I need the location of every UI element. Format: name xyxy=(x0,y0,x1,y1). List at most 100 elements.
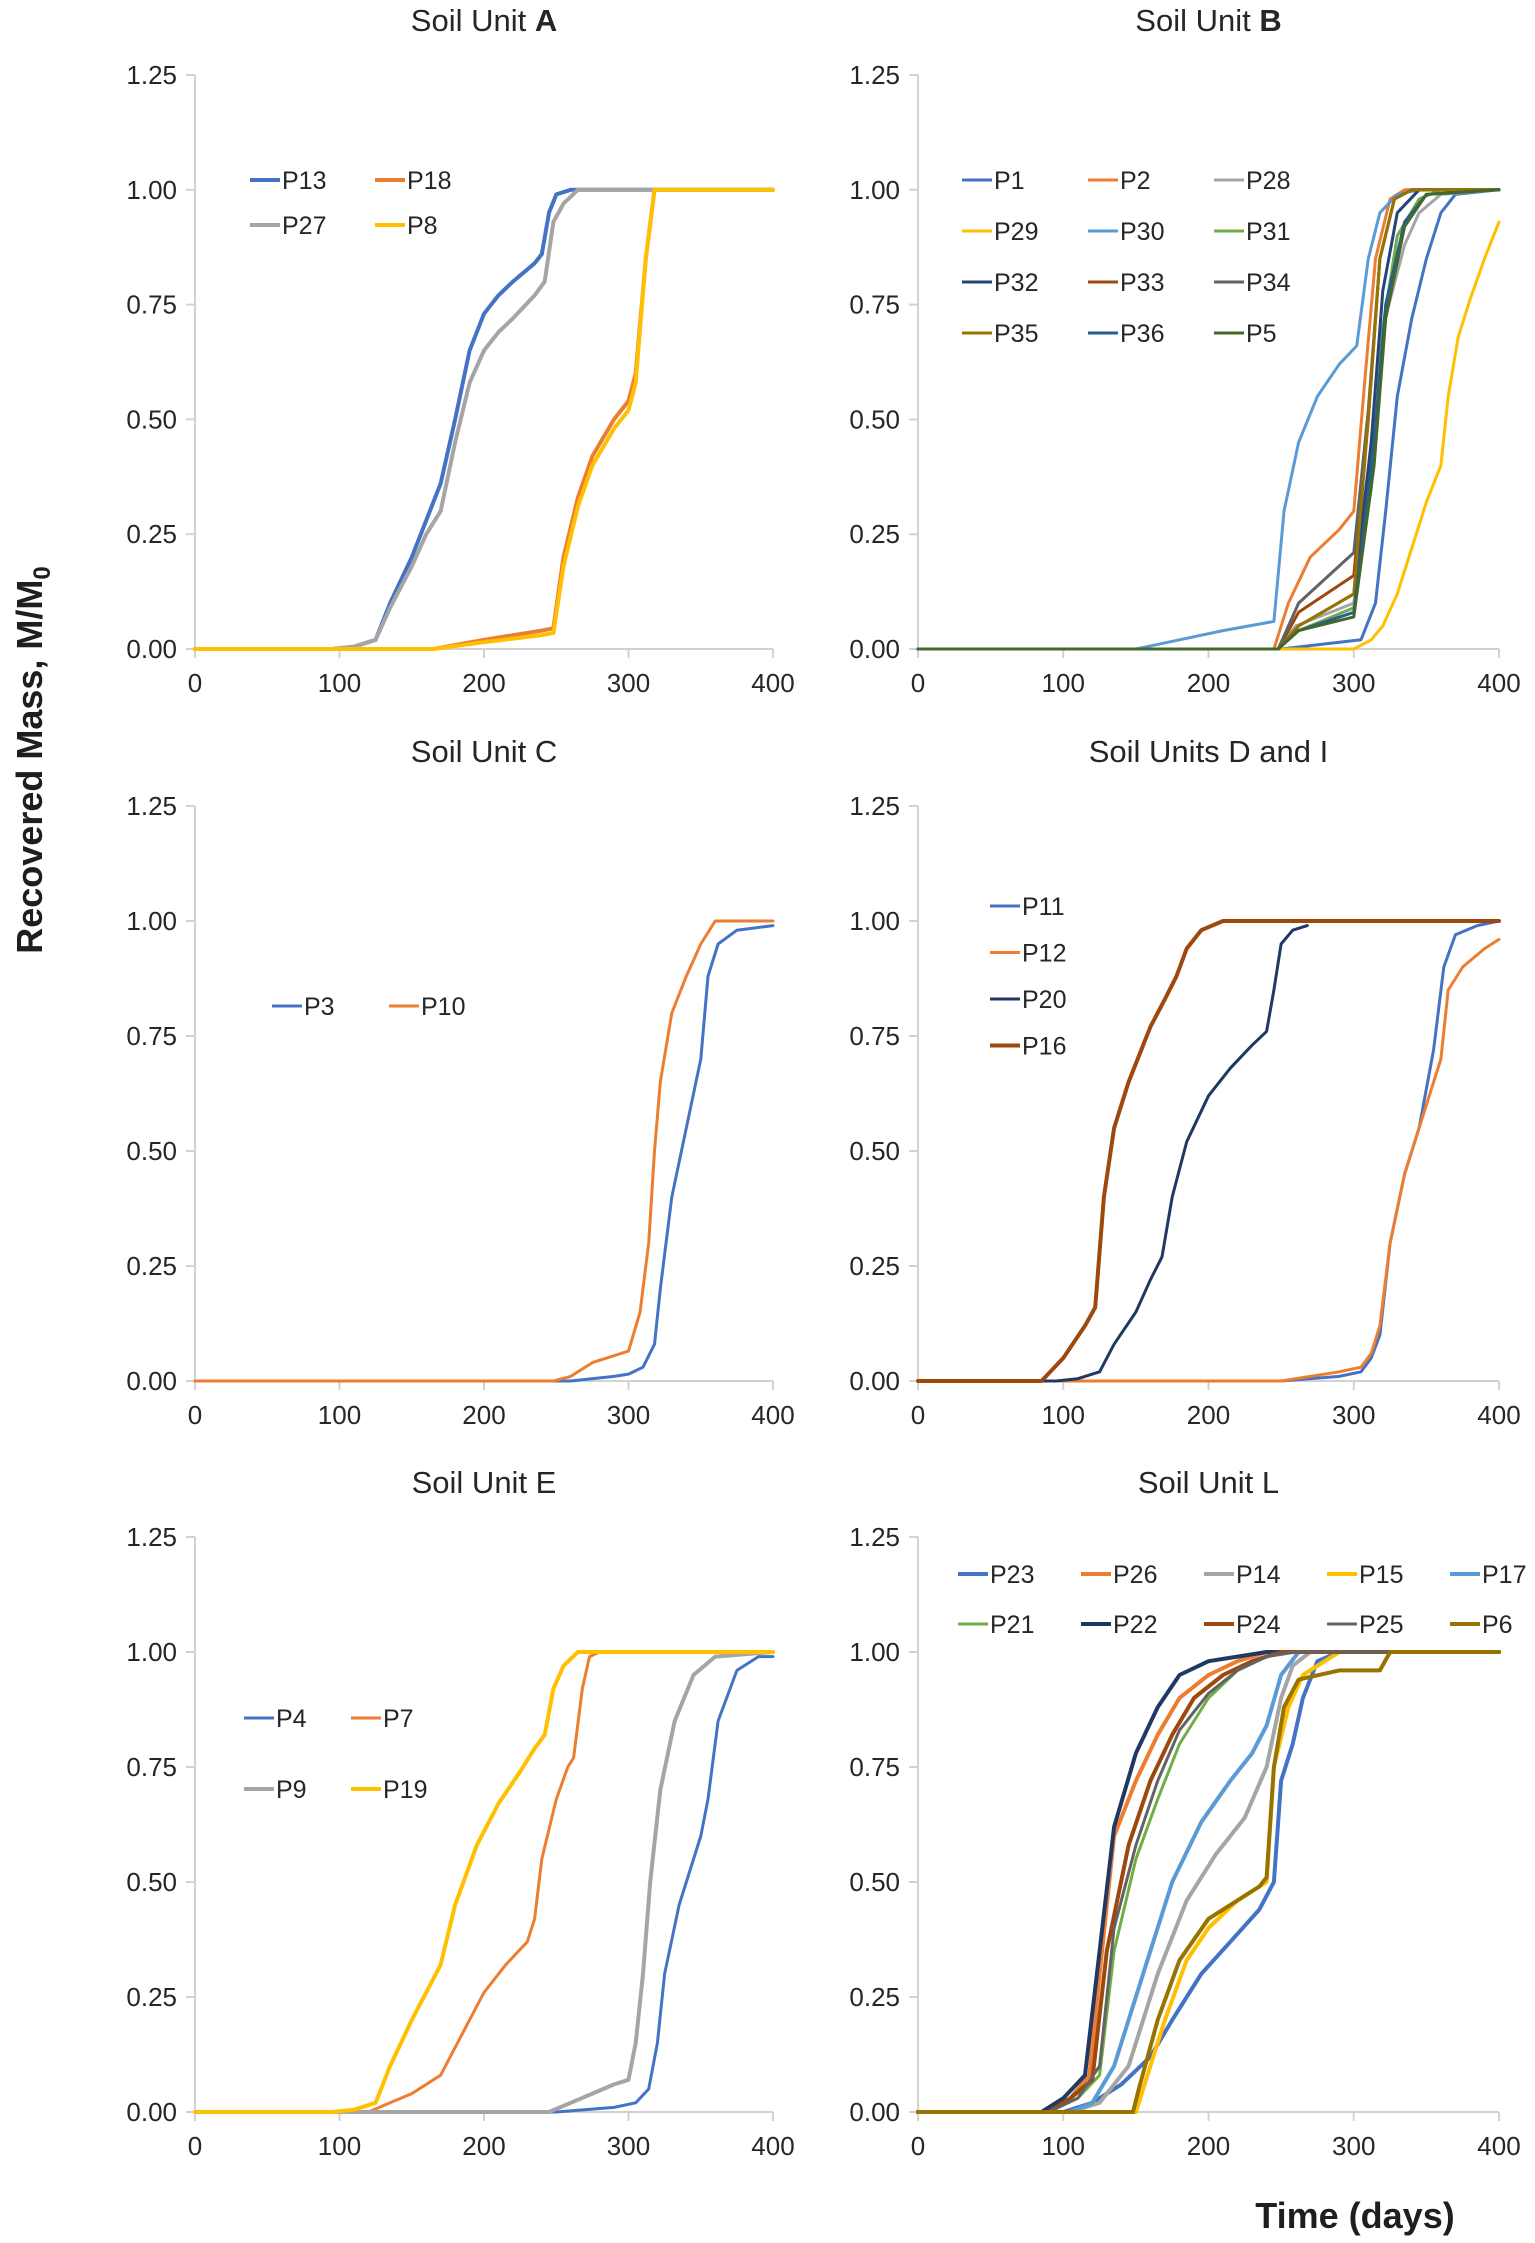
x-tick-label: 200 xyxy=(462,668,505,698)
x-tick-label: 300 xyxy=(1332,2131,1375,2161)
series-line-p4 xyxy=(193,1655,775,2114)
svg-text:Recovered Mass, M/M0: Recovered Mass, M/M0 xyxy=(9,566,56,954)
legend: P11 P12 P20 P16 xyxy=(990,893,1066,1061)
y-axis-label-subscript: 0 xyxy=(29,566,56,579)
x-tick-label: 200 xyxy=(1187,2131,1230,2161)
chart-panel-1: Soil Unit A 0.00 0.25 0.50 0.75 1.00 1.25 0 100 2… xyxy=(126,3,794,698)
legend-label: P4 xyxy=(276,1705,307,1733)
series-line-p14 xyxy=(916,1650,1501,2114)
y-tick-label: 0.00 xyxy=(126,634,177,664)
series-line-p21 xyxy=(916,1650,1501,2114)
legend-label: P35 xyxy=(994,320,1038,348)
y-axis-label: Recovered Mass, M/M0 xyxy=(9,566,56,954)
series-line-p27 xyxy=(193,187,775,651)
x-tick-label: 200 xyxy=(1187,668,1230,698)
series-line-p10 xyxy=(193,919,775,1383)
chart-panel-4: Soil Units D and I 0.00 0.25 0.50 0.75 1.00 1.… xyxy=(849,734,1520,1430)
y-tick-label: 0.50 xyxy=(126,1136,177,1166)
y-tick-label: 0.25 xyxy=(126,519,177,549)
chart-title-text: Soil Unit E xyxy=(412,1465,557,1500)
y-tick-label: 0.75 xyxy=(849,1752,900,1782)
y-tick-label: 0.75 xyxy=(126,1021,177,1051)
x-tick-label: 300 xyxy=(607,1400,650,1430)
x-tick-label: 400 xyxy=(751,1400,794,1430)
y-tick-label: 0.50 xyxy=(849,1867,900,1897)
legend-label: P30 xyxy=(1120,218,1164,246)
series-line-p30 xyxy=(916,188,1501,651)
legend-label: P10 xyxy=(421,993,465,1021)
series-line-p6 xyxy=(916,1650,1501,2114)
series-line-p18 xyxy=(193,187,775,651)
legend-label: P29 xyxy=(994,218,1038,246)
legend-label: P15 xyxy=(1359,1561,1403,1589)
x-tick-label: 400 xyxy=(751,668,794,698)
y-tick-label: 0.50 xyxy=(126,404,177,434)
legend-label: P32 xyxy=(994,269,1038,297)
y-tick-label: 0.25 xyxy=(126,1251,177,1281)
series-line-p24 xyxy=(916,1650,1501,2114)
chart-panel-6: Soil Unit L 0.00 0.25 0.50 0.75 1.00 1.25 0 100 2… xyxy=(849,1465,1526,2161)
series-line-p35 xyxy=(916,188,1501,651)
y-tick-label: 1.00 xyxy=(126,175,177,205)
y-tick-label: 0.25 xyxy=(849,1251,900,1281)
chart-panels: Soil Unit A 0.00 0.25 0.50 0.75 1.00 1.25 0 100 2… xyxy=(126,3,1526,2161)
x-tick-label: 400 xyxy=(1477,2131,1520,2161)
legend-label: P34 xyxy=(1246,269,1291,297)
y-tick-label: 0.75 xyxy=(126,290,177,320)
x-tick-label: 200 xyxy=(462,2131,505,2161)
x-tick-label: 0 xyxy=(188,668,202,698)
chart-title: Soil Unit C xyxy=(411,734,557,769)
legend-label: P9 xyxy=(276,1776,307,1804)
legend-label: P16 xyxy=(1022,1033,1066,1061)
legend: P13 P18 P27 P8 xyxy=(250,167,451,240)
x-tick-label: 300 xyxy=(1332,668,1375,698)
series-line-p32 xyxy=(916,188,1501,651)
legend-label: P21 xyxy=(990,1611,1034,1639)
legend-label: P13 xyxy=(282,167,326,195)
series-line-p15 xyxy=(916,1650,1501,2114)
legend-label: P2 xyxy=(1120,167,1151,195)
chart-title-text: Soil Unit L xyxy=(1138,1465,1279,1500)
x-tick-label: 0 xyxy=(188,1400,202,1430)
x-tick-label: 400 xyxy=(1477,1400,1520,1430)
legend-label: P3 xyxy=(304,993,335,1021)
legend-label: P1 xyxy=(994,167,1025,195)
series-line-p16 xyxy=(916,919,1501,1383)
y-tick-label: 1.00 xyxy=(126,906,177,936)
series-line-p17 xyxy=(916,1650,1501,2114)
x-tick-label: 200 xyxy=(1187,1400,1230,1430)
series-line-p23 xyxy=(916,1650,1501,2114)
legend-label: P6 xyxy=(1482,1611,1513,1639)
series-line-p13 xyxy=(193,187,775,651)
y-tick-label: 0.00 xyxy=(126,1366,177,1396)
chart-panel-2: Soil Unit B 0.00 0.25 0.50 0.75 1.00 1.25 0 100 2… xyxy=(849,3,1520,698)
x-tick-label: 300 xyxy=(607,2131,650,2161)
legend-label: P12 xyxy=(1022,940,1066,968)
series-line-p12 xyxy=(916,937,1501,1383)
y-tick-label: 1.25 xyxy=(849,1522,900,1552)
legend-label: P31 xyxy=(1246,218,1290,246)
series-line-p7 xyxy=(193,1650,775,2114)
x-tick-label: 100 xyxy=(318,2131,361,2161)
y-tick-label: 0.00 xyxy=(849,634,900,664)
series-line-p9 xyxy=(193,1650,775,2114)
legend: P3 P10 xyxy=(272,993,465,1021)
chart-title: Soil Unit B xyxy=(1135,3,1281,38)
series-line-p8 xyxy=(193,187,775,651)
x-tick-label: 100 xyxy=(1042,2131,1085,2161)
legend-label: P36 xyxy=(1120,320,1164,348)
chart-title: Soil Unit A xyxy=(411,3,557,38)
x-tick-label: 0 xyxy=(188,2131,202,2161)
series-line-p26 xyxy=(916,1650,1501,2114)
legend-label: P18 xyxy=(407,167,451,195)
series-line-p19 xyxy=(193,1650,775,2114)
y-tick-label: 0.00 xyxy=(126,2097,177,2127)
legend-label: P27 xyxy=(282,212,326,240)
chart-title: Soil Units D and I xyxy=(1089,734,1329,769)
series-line-p33 xyxy=(916,188,1501,651)
chart-title-bold: B xyxy=(1259,3,1281,38)
y-tick-label: 0.50 xyxy=(849,1136,900,1166)
legend-label: P17 xyxy=(1482,1561,1526,1589)
x-tick-label: 0 xyxy=(911,668,925,698)
x-tick-label: 300 xyxy=(1332,1400,1375,1430)
